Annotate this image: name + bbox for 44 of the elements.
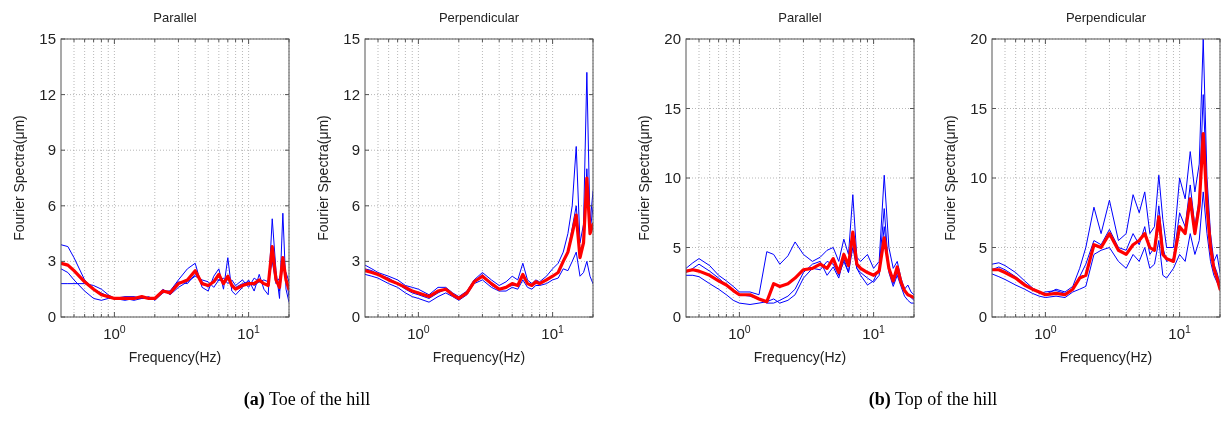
y-tick-label: 12 [39, 85, 56, 103]
x-axis-title: Frequency(Hz) [753, 349, 847, 365]
y-tick-label: 6 [351, 196, 360, 214]
y-tick-label: 9 [351, 141, 360, 159]
y-axis-title: Fourier Spectra(μm) [942, 115, 958, 241]
x-tick-label: 10$^{1}$ [862, 323, 886, 342]
x-tick-label: 10$^{0}$ [103, 323, 126, 342]
y-tick-label: 9 [47, 141, 56, 159]
y-axis-title: Fourier Spectra(μm) [636, 115, 652, 241]
y-tick-label: 0 [978, 308, 987, 325]
chart-title: Perpendicular [1065, 10, 1147, 25]
y-tick-label: 20 [970, 30, 987, 47]
x-tick-label: 10$^{1}$ [1168, 323, 1192, 342]
y-tick-label: 15 [39, 30, 56, 47]
chart-title: Parallel [153, 10, 197, 25]
x-tick-label: 10$^{1}$ [541, 323, 565, 342]
y-axis-title: Fourier Spectra(μm) [11, 115, 27, 241]
x-axis-title: Frequency(Hz) [432, 349, 526, 365]
y-tick-label: 15 [970, 99, 987, 117]
x-tick-label: 10$^{1}$ [237, 323, 261, 342]
y-tick-label: 5 [672, 238, 681, 256]
x-tick-label: 10$^{0}$ [1034, 323, 1057, 342]
x-tick-label: 10$^{0}$ [728, 323, 751, 342]
chart-title: Perpendicular [438, 10, 520, 25]
y-axis-title: Fourier Spectra(μm) [315, 115, 331, 241]
x-axis-title: Frequency(Hz) [128, 349, 222, 365]
text: (a) Toe of the hill [243, 389, 371, 410]
y-tick-label: 10 [664, 169, 681, 186]
y-tick-label: 6 [47, 196, 56, 214]
y-tick-label: 5 [978, 238, 987, 256]
y-tick-label: 0 [351, 308, 360, 325]
x-tick-label: 10$^{0}$ [407, 323, 430, 342]
y-tick-label: 0 [47, 308, 56, 325]
y-tick-label: 20 [664, 30, 681, 47]
chart-title: Parallel [778, 10, 822, 25]
y-tick-label: 10 [970, 169, 987, 186]
x-axis-title: Frequency(Hz) [1059, 349, 1153, 365]
text: (b) Top of the hill [868, 389, 998, 410]
y-tick-label: 12 [343, 85, 360, 103]
y-tick-label: 3 [351, 252, 360, 270]
y-tick-label: 15 [343, 30, 360, 47]
y-tick-label: 0 [672, 308, 681, 325]
y-tick-label: 3 [47, 252, 56, 270]
y-tick-label: 15 [664, 99, 681, 117]
